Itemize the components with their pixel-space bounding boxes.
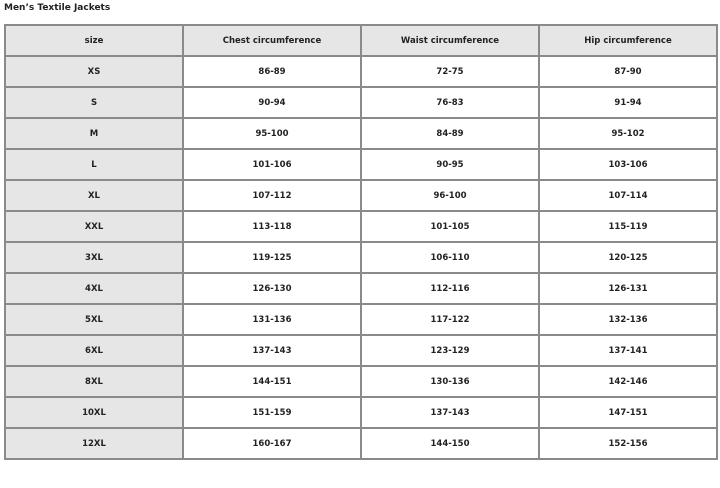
- size-cell: 10XL: [4, 396, 184, 429]
- table-row: XS 86-89 72-75 87-90: [4, 55, 718, 88]
- header-row: size Chest circumference Waist circumferen…: [4, 24, 718, 57]
- column-header: Waist circumference: [360, 24, 540, 57]
- size-cell: M: [4, 117, 184, 150]
- table-row: 10XL 151-159 137-143 147-151: [4, 396, 718, 429]
- measurement-cell: 144-151: [182, 365, 362, 398]
- size-cell: 6XL: [4, 334, 184, 367]
- measurement-cell: 113-118: [182, 210, 362, 243]
- measurement-cell: 103-106: [538, 148, 718, 181]
- table-row: 12XL 160-167 144-150 152-156: [4, 427, 718, 460]
- measurement-cell: 117-122: [360, 303, 540, 336]
- measurement-cell: 112-116: [360, 272, 540, 305]
- measurement-cell: 95-100: [182, 117, 362, 150]
- measurement-cell: 152-156: [538, 427, 718, 460]
- measurement-cell: 91-94: [538, 86, 718, 119]
- measurement-cell: 126-131: [538, 272, 718, 305]
- measurement-cell: 107-114: [538, 179, 718, 212]
- measurement-cell: 90-94: [182, 86, 362, 119]
- table-row: S 90-94 76-83 91-94: [4, 86, 718, 119]
- measurement-cell: 107-112: [182, 179, 362, 212]
- size-cell: XXL: [4, 210, 184, 243]
- size-cell: S: [4, 86, 184, 119]
- size-cell: XS: [4, 55, 184, 88]
- measurement-cell: 160-167: [182, 427, 362, 460]
- table-row: 8XL 144-151 130-136 142-146: [4, 365, 718, 398]
- size-chart-table: size Chest circumference Waist circumferen…: [4, 24, 718, 460]
- measurement-cell: 123-129: [360, 334, 540, 367]
- measurement-cell: 137-141: [538, 334, 718, 367]
- measurement-cell: 131-136: [182, 303, 362, 336]
- measurement-cell: 101-105: [360, 210, 540, 243]
- column-header: Hip circumference: [538, 24, 718, 57]
- measurement-cell: 142-146: [538, 365, 718, 398]
- measurement-cell: 137-143: [182, 334, 362, 367]
- table-row: XL 107-112 96-100 107-114: [4, 179, 718, 212]
- measurement-cell: 87-90: [538, 55, 718, 88]
- page-title: Men’s Textile Jackets: [4, 3, 111, 13]
- measurement-cell: 72-75: [360, 55, 540, 88]
- measurement-cell: 130-136: [360, 365, 540, 398]
- measurement-cell: 76-83: [360, 86, 540, 119]
- measurement-cell: 151-159: [182, 396, 362, 429]
- size-cell: 12XL: [4, 427, 184, 460]
- measurement-cell: 86-89: [182, 55, 362, 88]
- measurement-cell: 147-151: [538, 396, 718, 429]
- table-row: 6XL 137-143 123-129 137-141: [4, 334, 718, 367]
- measurement-cell: 120-125: [538, 241, 718, 274]
- measurement-cell: 144-150: [360, 427, 540, 460]
- table-row: 4XL 126-130 112-116 126-131: [4, 272, 718, 305]
- measurement-cell: 95-102: [538, 117, 718, 150]
- measurement-cell: 84-89: [360, 117, 540, 150]
- column-header: Chest circumference: [182, 24, 362, 57]
- table-row: XXL 113-118 101-105 115-119: [4, 210, 718, 243]
- table-row: 5XL 131-136 117-122 132-136: [4, 303, 718, 336]
- size-cell: 3XL: [4, 241, 184, 274]
- measurement-cell: 101-106: [182, 148, 362, 181]
- measurement-cell: 106-110: [360, 241, 540, 274]
- table-row: M 95-100 84-89 95-102: [4, 117, 718, 150]
- size-cell: 4XL: [4, 272, 184, 305]
- table-row: 3XL 119-125 106-110 120-125: [4, 241, 718, 274]
- table-row: L 101-106 90-95 103-106: [4, 148, 718, 181]
- measurement-cell: 115-119: [538, 210, 718, 243]
- measurement-cell: 119-125: [182, 241, 362, 274]
- size-cell: XL: [4, 179, 184, 212]
- size-cell: L: [4, 148, 184, 181]
- measurement-cell: 126-130: [182, 272, 362, 305]
- measurement-cell: 96-100: [360, 179, 540, 212]
- measurement-cell: 90-95: [360, 148, 540, 181]
- size-cell: 8XL: [4, 365, 184, 398]
- size-cell: 5XL: [4, 303, 184, 336]
- column-header: size: [4, 24, 184, 57]
- measurement-cell: 132-136: [538, 303, 718, 336]
- measurement-cell: 137-143: [360, 396, 540, 429]
